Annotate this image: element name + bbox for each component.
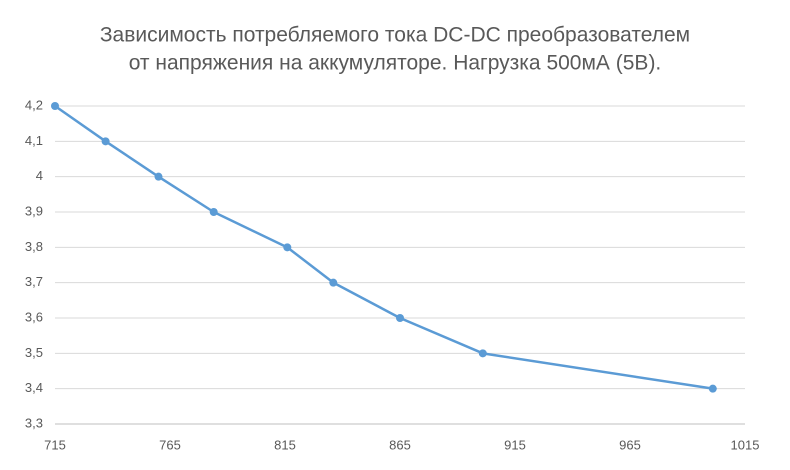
y-tick-label: 4 <box>36 168 43 183</box>
data-point <box>51 102 59 110</box>
x-tick-label: 765 <box>159 437 181 452</box>
data-point <box>101 137 110 146</box>
data-point <box>154 172 163 181</box>
chart-title: от напряжения на аккумуляторе. Нагрузка … <box>129 52 662 75</box>
y-tick-label: 4,2 <box>25 97 43 112</box>
data-point <box>396 314 404 322</box>
data-point <box>209 208 218 216</box>
data-point <box>283 243 292 252</box>
y-tick-label: 3,3 <box>25 415 43 430</box>
x-tick-label: 915 <box>504 437 526 452</box>
x-tick-label: 715 <box>44 437 66 452</box>
x-tick-label: 965 <box>619 437 641 452</box>
y-tick-label: 3,6 <box>25 309 43 324</box>
chart-title: Зависимость потребляемого тока DC-DC пре… <box>100 24 690 47</box>
y-tick-label: 3,9 <box>25 203 43 218</box>
x-tick-label: 815 <box>274 437 296 452</box>
y-tick-label: 3,8 <box>25 239 43 254</box>
data-point <box>708 384 717 393</box>
x-tick-label: 865 <box>389 437 411 452</box>
data-point <box>478 349 487 358</box>
y-tick-label: 4,1 <box>25 133 43 148</box>
x-tick-label: 1015 <box>731 437 760 452</box>
y-tick-label: 3,4 <box>25 380 43 395</box>
data-point <box>329 278 338 287</box>
y-tick-label: 3,7 <box>25 274 43 289</box>
y-tick-label: 3,5 <box>25 345 43 360</box>
